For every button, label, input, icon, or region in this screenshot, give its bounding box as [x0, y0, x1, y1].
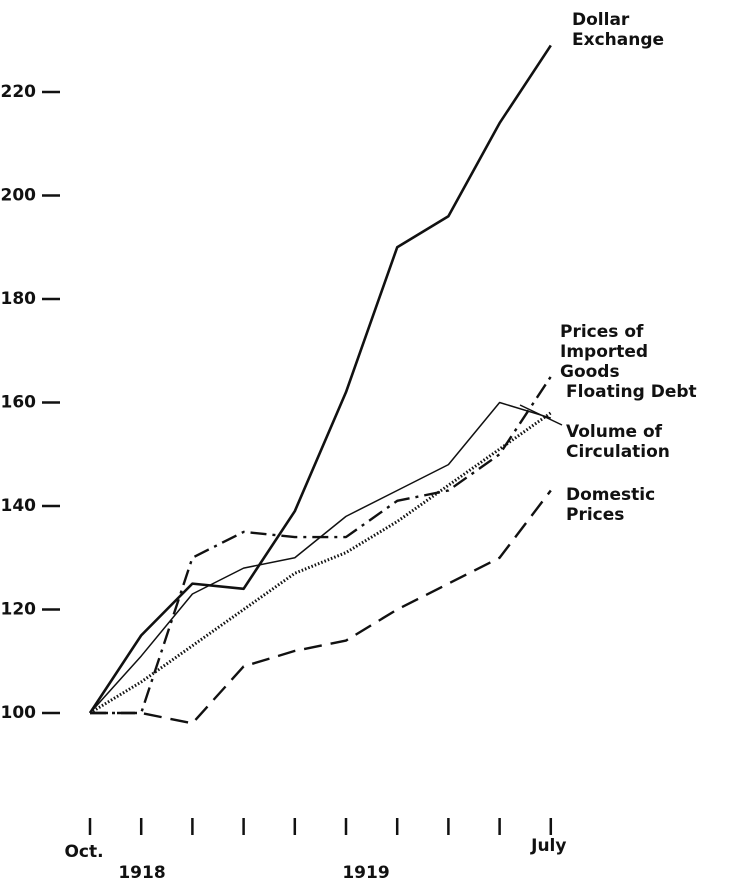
series-label: Floating Debt	[566, 382, 697, 402]
x-tick-label: Oct.	[64, 842, 103, 862]
series-line	[89, 401, 552, 714]
y-tick-label: 200	[1, 186, 37, 206]
series-label: Volume of Circulation	[566, 422, 670, 462]
series-line	[89, 411, 552, 715]
y-tick-label: 180	[1, 289, 37, 309]
series-label: Domestic Prices	[566, 485, 656, 525]
series-line	[90, 375, 552, 715]
x-tick-label: July	[530, 836, 566, 856]
year-label: 1918	[118, 863, 165, 883]
y-tick-label: 140	[1, 496, 37, 516]
y-tick-label: 100	[1, 703, 37, 723]
series-label: Dollar Exchange	[572, 10, 665, 50]
y-tick-label: 120	[1, 600, 37, 620]
series-label: Prices of Imported Goods	[560, 322, 649, 382]
series-line	[90, 489, 552, 725]
y-tick-label: 220	[1, 82, 37, 102]
series-line	[88, 44, 552, 714]
y-tick-label: 160	[1, 393, 37, 413]
year-label: 1919	[342, 863, 389, 883]
